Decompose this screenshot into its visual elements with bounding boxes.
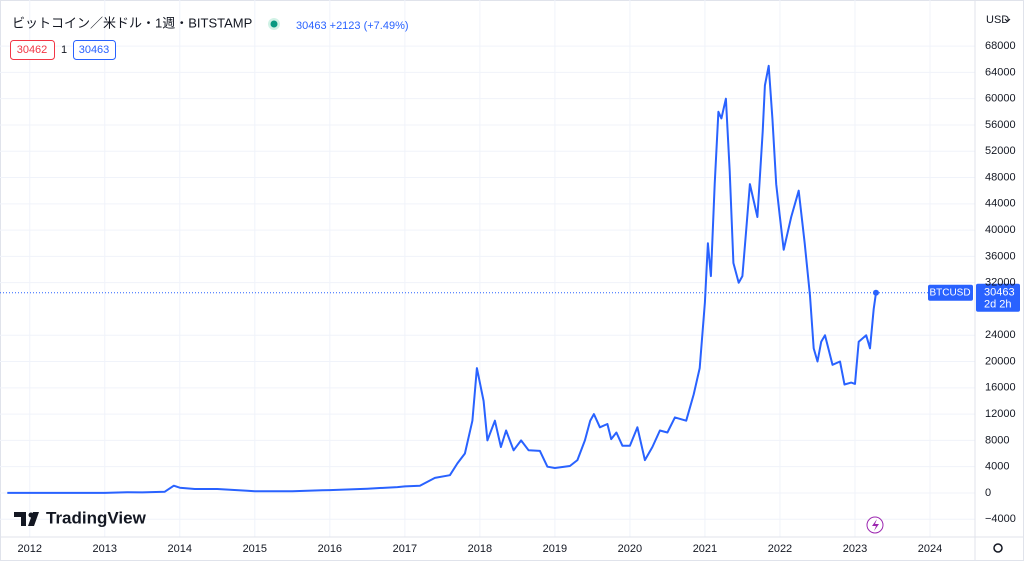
price-tag <box>976 283 1020 312</box>
y-tick-label: 16000 <box>985 382 1016 394</box>
y-tick-label: 64000 <box>985 66 1016 78</box>
bid-box[interactable] <box>10 40 55 60</box>
bid: 30462 <box>17 44 48 56</box>
x-tick-label: 2014 <box>168 543 192 555</box>
price-line <box>7 64 877 494</box>
x-tick-label: 2017 <box>393 543 417 555</box>
y-tick-label: 52000 <box>985 145 1016 157</box>
x-tick-label: 2015 <box>243 543 267 555</box>
x-tick-label: 2023 <box>843 543 867 555</box>
x-tick-label: 2024 <box>918 543 942 555</box>
x-tick-label: 2020 <box>618 543 642 555</box>
y-tick-label: 20000 <box>985 355 1016 367</box>
currency[interactable]: USD <box>986 14 1009 26</box>
x-tick-label: 2021 <box>693 543 717 555</box>
y-tick-label: 36000 <box>985 250 1016 262</box>
x-tick-label: 2018 <box>468 543 492 555</box>
countdown-label: 2d 2h <box>984 299 1012 311</box>
x-tick-label: 2012 <box>18 543 42 555</box>
quote: 30463 +2123 (+7.49%) <box>296 20 409 32</box>
x-tick-label: 2013 <box>93 543 117 555</box>
logo: TradingView <box>14 508 147 527</box>
spread: 1 <box>61 44 67 56</box>
symbol-tag-label: BTCUSD <box>929 287 970 298</box>
y-tick-label: 0 <box>985 487 991 499</box>
y-tick-label: 44000 <box>985 198 1016 210</box>
brand: TradingView <box>46 508 147 527</box>
event-bolt <box>872 519 879 531</box>
y-tick-label: 12000 <box>985 408 1016 420</box>
y-tick-label: 60000 <box>985 93 1016 105</box>
ask-box[interactable] <box>73 40 116 60</box>
y-tick-label: 24000 <box>985 329 1016 341</box>
symbol-tag <box>928 284 973 301</box>
ask: 30463 <box>79 44 110 56</box>
y-tick-label: 4000 <box>985 461 1009 473</box>
currency-caret <box>1004 18 1011 23</box>
y-tick-label: 48000 <box>985 171 1016 183</box>
price-tag-label: 30463 <box>984 287 1015 299</box>
y-tick-label: 40000 <box>985 224 1016 236</box>
x-tick-label: 2022 <box>768 543 792 555</box>
y-tick-label: 68000 <box>985 40 1016 52</box>
x-tick-label: 2019 <box>543 543 567 555</box>
grid <box>0 0 975 537</box>
x-tick-label: 2016 <box>318 543 342 555</box>
y-tick-label: 32000 <box>985 277 1016 289</box>
y-tick-label: 56000 <box>985 119 1016 131</box>
y-tick-label: 8000 <box>985 434 1009 446</box>
settings-icon[interactable] <box>993 543 1003 553</box>
last-point <box>872 289 879 296</box>
status-dot <box>270 20 278 28</box>
y-tick-label: −4000 <box>985 513 1016 525</box>
chart-title: ビットコイン／米ドル・1週・BITSTAMP <box>12 15 252 30</box>
logo-dot <box>28 512 34 518</box>
